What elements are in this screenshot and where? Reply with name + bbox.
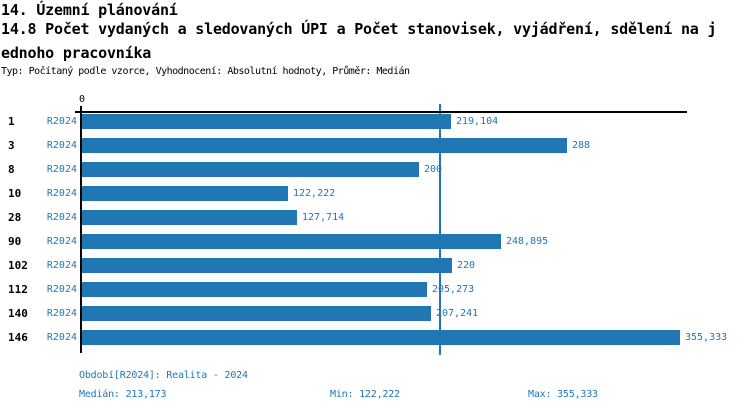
bar-value-label: 220: [457, 260, 476, 271]
bar-value-label: 122,222: [293, 188, 336, 199]
bar-value-label: 248,895: [506, 236, 549, 247]
row-category-label: 28: [8, 211, 22, 224]
bar[interactable]: [82, 330, 680, 345]
row-series-label: R2024: [46, 236, 77, 247]
bar-value-label: 219,104: [456, 116, 499, 127]
bar[interactable]: [82, 114, 451, 129]
x-axis-line: [75, 111, 687, 113]
report-indicator-title-line1: 14.8 Počet vydaných a sledovaných ÚPI a …: [1, 20, 717, 38]
bar[interactable]: [82, 162, 419, 177]
row-series-label: R2024: [46, 332, 77, 343]
axis-zero-label: 0: [78, 94, 86, 105]
row-category-label: 10: [8, 187, 22, 200]
bar[interactable]: [82, 306, 431, 321]
row-category-label: 1: [8, 115, 15, 128]
bar[interactable]: [82, 210, 297, 225]
row-category-label: 90: [8, 235, 22, 248]
bar-value-label: 355,333: [685, 332, 728, 343]
row-series-label: R2024: [46, 188, 77, 199]
row-series-label: R2024: [46, 140, 77, 151]
row-category-label: 112: [8, 283, 28, 296]
bar-value-label: 288: [572, 140, 591, 151]
y-axis-line: [80, 106, 82, 353]
bar[interactable]: [82, 138, 567, 153]
row-category-label: 3: [8, 139, 15, 152]
row-series-label: R2024: [46, 212, 77, 223]
footer-median: Medián: 213,173: [79, 389, 167, 400]
median-line: [439, 104, 441, 355]
row-category-label: 140: [8, 307, 28, 320]
bar[interactable]: [82, 282, 427, 297]
row-series-label: R2024: [46, 164, 77, 175]
bar-value-label: 127,714: [302, 212, 345, 223]
row-series-label: R2024: [46, 116, 77, 127]
bar[interactable]: [82, 186, 288, 201]
row-category-label: 146: [8, 331, 28, 344]
row-series-label: R2024: [46, 308, 77, 319]
footer-min: Min: 122,222: [330, 389, 400, 400]
bar[interactable]: [82, 258, 452, 273]
row-series-label: R2024: [46, 260, 77, 271]
row-series-label: R2024: [46, 284, 77, 295]
report-indicator-title-line2: ednoho pracovníka: [1, 44, 152, 62]
bar-value-label: 205,273: [432, 284, 475, 295]
bar[interactable]: [82, 234, 501, 249]
row-category-label: 102: [8, 259, 28, 272]
bar-value-label: 200: [424, 164, 443, 175]
footer-max: Max: 355,333: [528, 389, 598, 400]
footer-period: Období[R2024]: Realita - 2024: [79, 370, 248, 381]
row-category-label: 8: [8, 163, 15, 176]
bar-value-label: 207,241: [436, 308, 479, 319]
report-meta: Typ: Počítaný podle vzorce, Vyhodnocení:…: [1, 66, 410, 77]
report-section-title: 14. Územní plánování: [1, 1, 178, 19]
